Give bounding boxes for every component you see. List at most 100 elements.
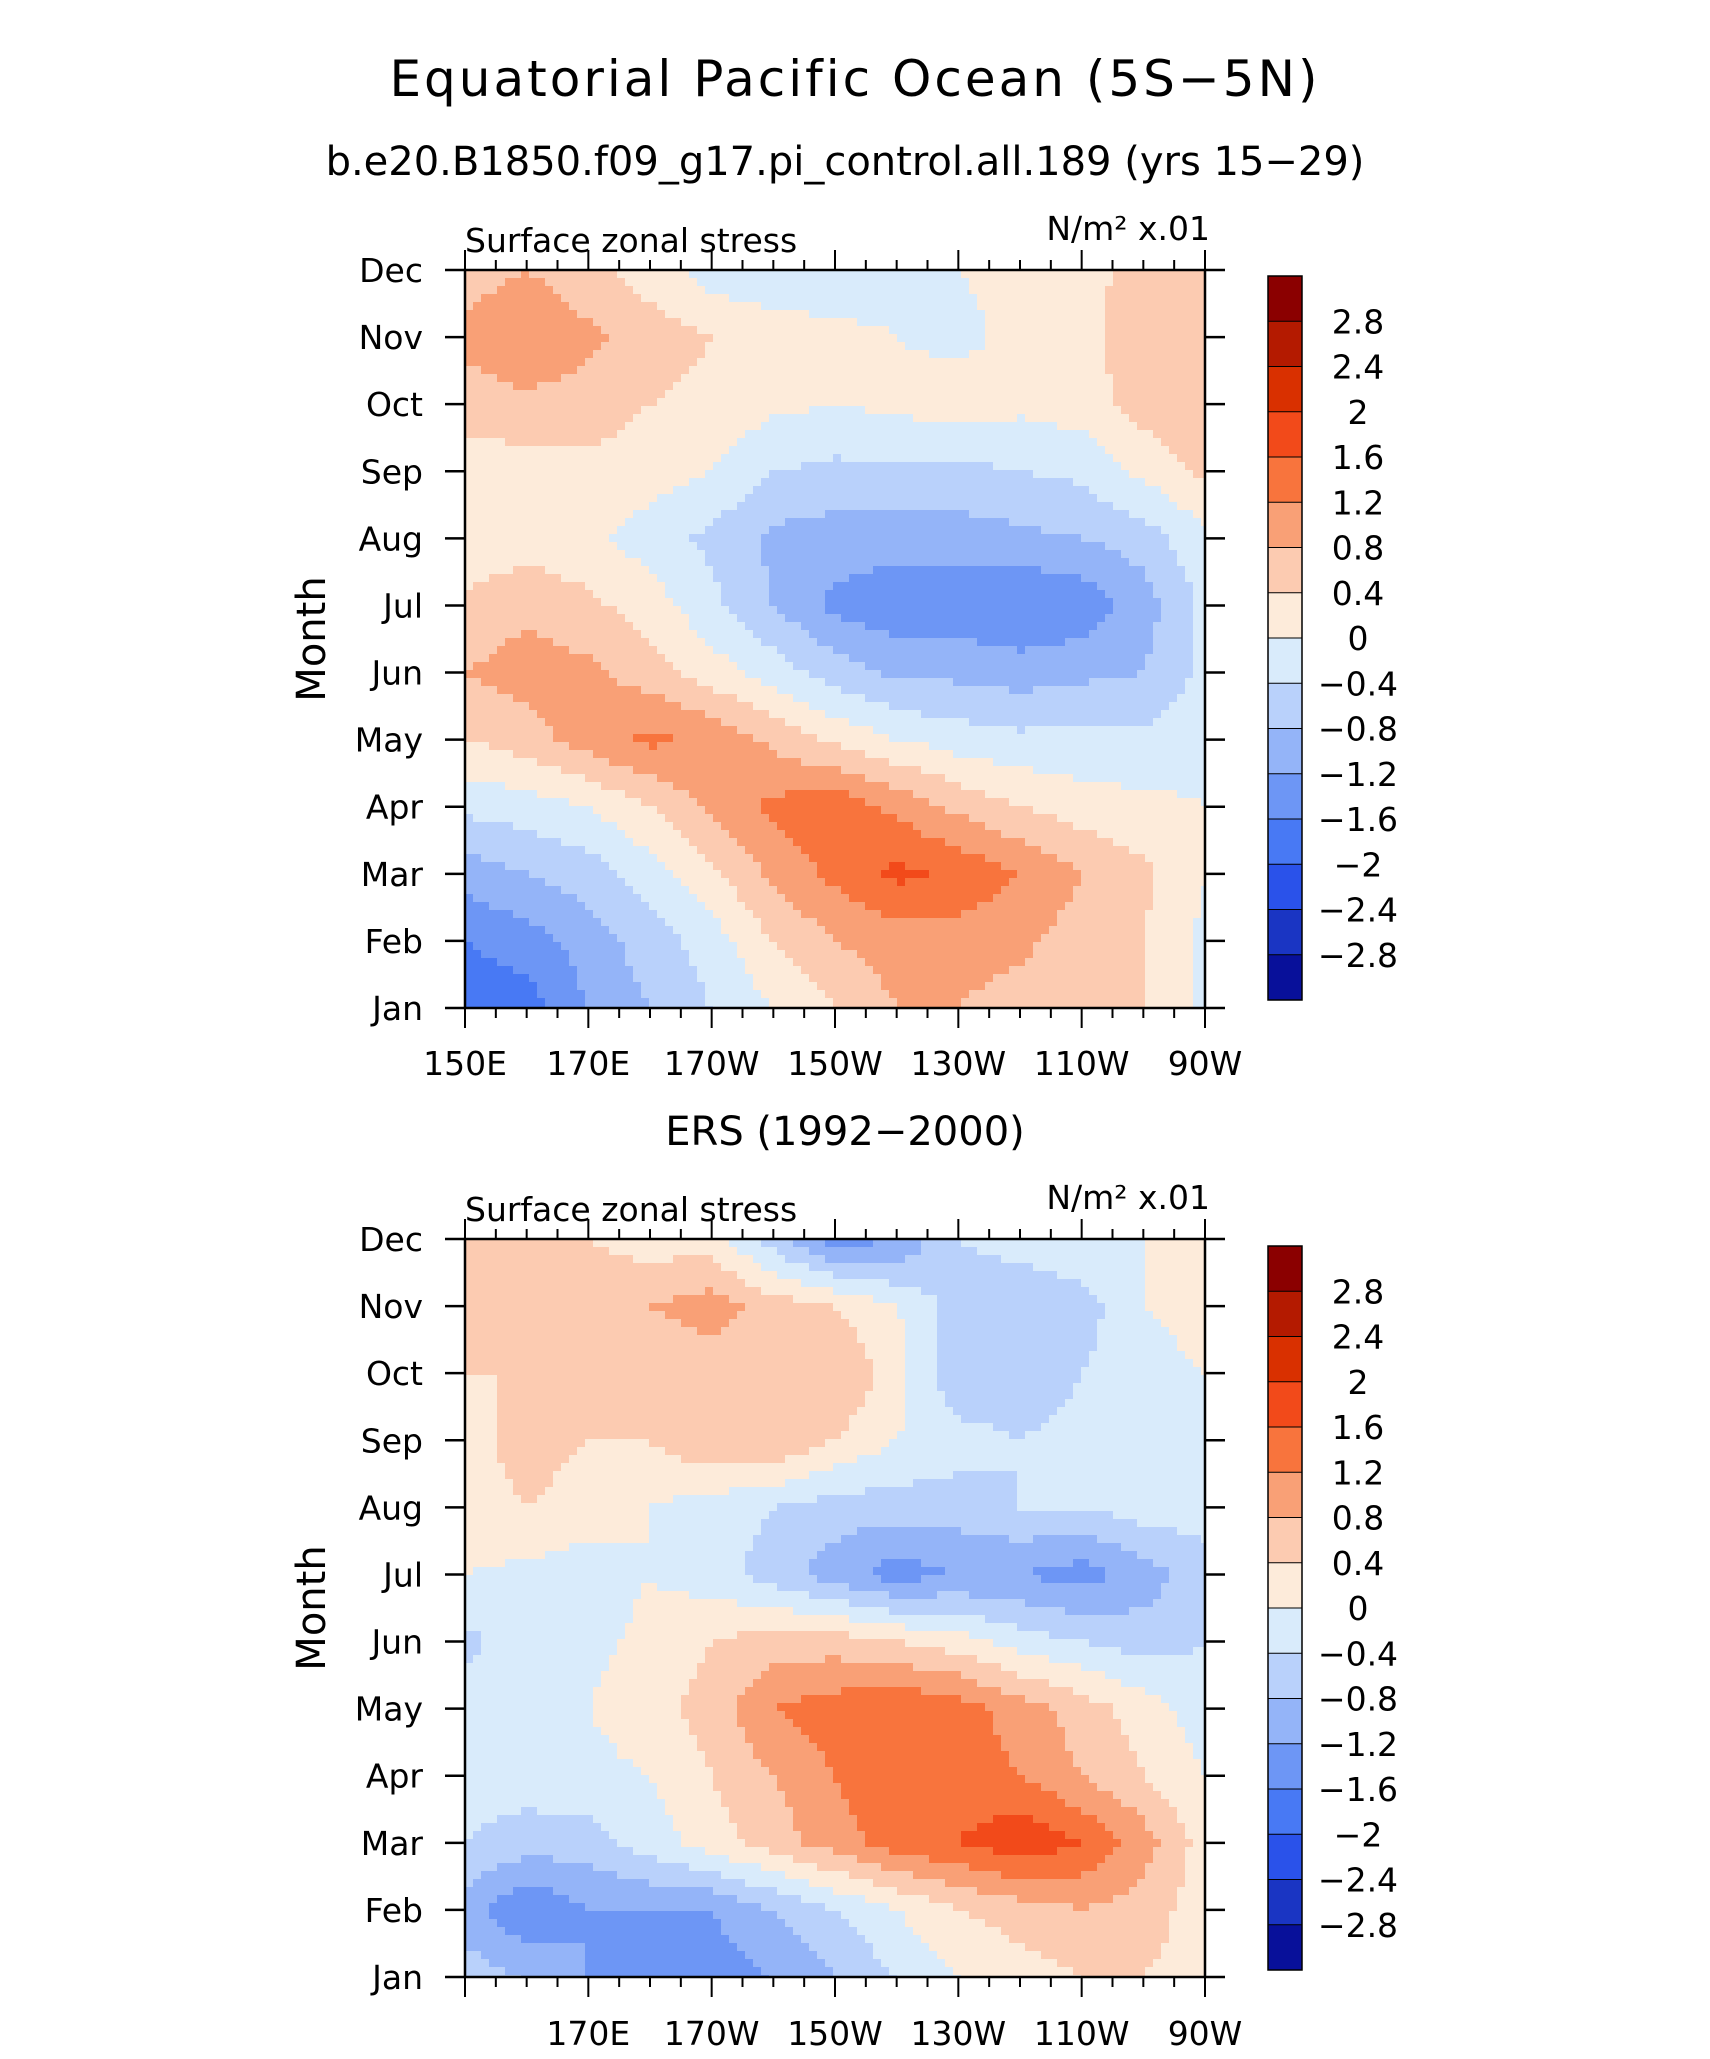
contour-cell bbox=[1089, 318, 1098, 327]
contour-cell bbox=[1129, 486, 1138, 495]
contour-cell bbox=[881, 558, 890, 567]
contour-cell bbox=[641, 558, 650, 567]
contour-cell bbox=[833, 382, 842, 391]
contour-cell bbox=[737, 686, 746, 695]
contour-cell bbox=[801, 438, 810, 447]
contour-cell bbox=[1025, 550, 1034, 559]
contour-cell bbox=[657, 686, 666, 695]
contour-cell bbox=[1193, 326, 1202, 335]
contour-cell bbox=[817, 294, 826, 303]
contour-cell bbox=[1017, 510, 1026, 519]
contour-cell bbox=[585, 518, 594, 527]
contour-cell bbox=[1033, 534, 1042, 543]
contour-cell bbox=[1025, 478, 1034, 487]
contour-cell bbox=[1025, 446, 1034, 455]
contour-cell bbox=[809, 294, 818, 303]
contour-cell bbox=[545, 694, 554, 703]
contour-cell bbox=[849, 358, 858, 367]
contour-cell bbox=[1121, 334, 1130, 343]
contour-cell bbox=[937, 678, 946, 687]
contour-cell bbox=[609, 662, 618, 671]
contour-cell bbox=[641, 470, 650, 479]
contour-cell bbox=[1041, 534, 1050, 543]
contour-cell bbox=[1073, 598, 1082, 607]
contour-cell bbox=[769, 302, 778, 311]
contour-cell bbox=[865, 590, 874, 599]
contour-cell bbox=[1145, 502, 1154, 511]
contour-cell bbox=[817, 470, 826, 479]
contour-cell bbox=[609, 358, 618, 367]
contour-cell bbox=[529, 446, 538, 455]
contour-cell bbox=[665, 598, 674, 607]
contour-cell bbox=[1017, 478, 1026, 487]
contour-cell bbox=[577, 270, 586, 279]
contour-cell bbox=[929, 318, 938, 327]
contour-cell bbox=[953, 462, 962, 471]
contour-cell bbox=[1137, 678, 1146, 687]
contour-cell bbox=[1129, 462, 1138, 471]
contour-cell bbox=[1089, 550, 1098, 559]
contour-cell bbox=[1009, 350, 1018, 359]
contour-cell bbox=[473, 422, 482, 431]
contour-cell bbox=[1193, 526, 1202, 535]
contour-cell bbox=[681, 318, 690, 327]
contour-cell bbox=[1001, 334, 1010, 343]
contour-cell bbox=[1105, 686, 1114, 695]
contour-cell bbox=[497, 686, 506, 695]
contour-cell bbox=[1081, 270, 1090, 279]
contour-cell bbox=[1121, 638, 1130, 647]
contour-cell bbox=[825, 510, 834, 519]
contour-cell bbox=[849, 654, 858, 663]
contour-cell bbox=[649, 550, 658, 559]
contour-cell bbox=[985, 630, 994, 639]
contour-cell bbox=[465, 558, 474, 567]
contour-cell bbox=[609, 342, 618, 351]
contour-cell bbox=[753, 574, 762, 583]
contour-cell bbox=[777, 598, 786, 607]
contour-cell bbox=[889, 486, 898, 495]
contour-cell bbox=[929, 462, 938, 471]
contour-cell bbox=[681, 398, 690, 407]
contour-cell bbox=[1089, 406, 1098, 415]
contour-cell bbox=[1137, 518, 1146, 527]
contour-cell bbox=[665, 446, 674, 455]
contour-cell bbox=[521, 662, 530, 671]
contour-cell bbox=[881, 302, 890, 311]
contour-cell bbox=[1105, 302, 1114, 311]
contour-cell bbox=[1105, 422, 1114, 431]
contour-cell bbox=[841, 486, 850, 495]
contour-cell bbox=[1193, 494, 1202, 503]
contour-cell bbox=[1153, 358, 1162, 367]
contour-cell bbox=[785, 582, 794, 591]
contour-cell bbox=[561, 478, 570, 487]
contour-cell bbox=[929, 670, 938, 679]
contour-cell bbox=[729, 406, 738, 415]
contour-cell bbox=[1057, 598, 1066, 607]
contour-cell bbox=[689, 686, 698, 695]
contour-cell bbox=[521, 398, 530, 407]
contour-cell bbox=[1137, 382, 1146, 391]
contour-cell bbox=[841, 286, 850, 295]
contour-cell bbox=[737, 334, 746, 343]
contour-cell bbox=[1193, 558, 1202, 567]
contour-cell bbox=[497, 558, 506, 567]
contour-cell bbox=[1089, 414, 1098, 423]
contour-cell bbox=[577, 670, 586, 679]
contour-cell bbox=[1121, 462, 1130, 471]
contour-cell bbox=[985, 278, 994, 287]
contour-cell bbox=[1137, 686, 1146, 695]
contour-cell bbox=[729, 478, 738, 487]
contour-cell bbox=[1009, 614, 1018, 623]
contour-cell bbox=[1001, 558, 1010, 567]
contour-cell bbox=[745, 454, 754, 463]
contour-cell bbox=[545, 374, 554, 383]
contour-cell bbox=[705, 542, 714, 551]
contour-cell bbox=[1081, 494, 1090, 503]
contour-cell bbox=[593, 398, 602, 407]
contour-cell bbox=[617, 382, 626, 391]
contour-cell bbox=[945, 438, 954, 447]
contour-cell bbox=[689, 598, 698, 607]
contour-cell bbox=[913, 622, 922, 631]
contour-cell bbox=[1009, 278, 1018, 287]
